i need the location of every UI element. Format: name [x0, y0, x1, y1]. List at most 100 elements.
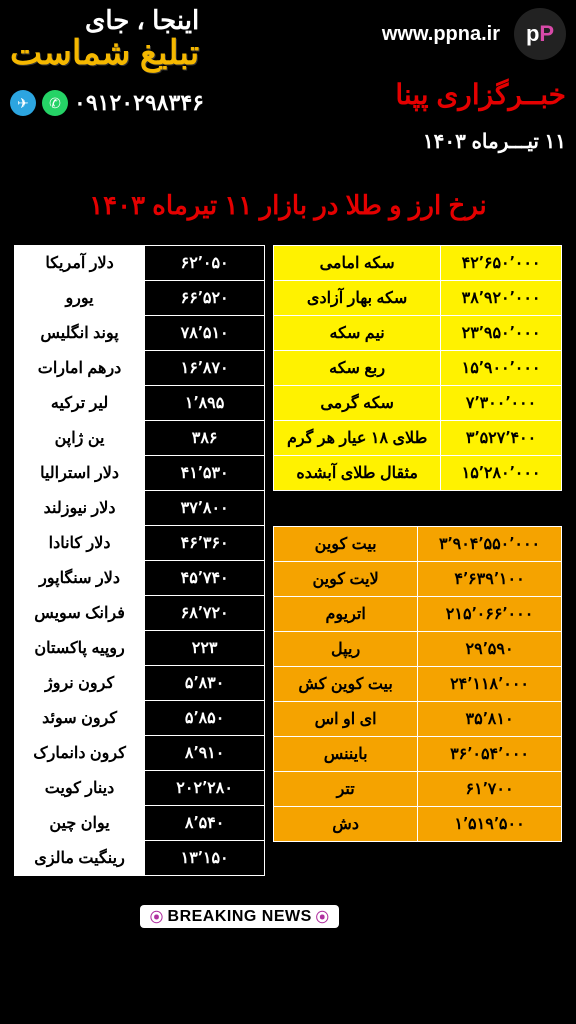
rate-name: بایننس	[274, 737, 418, 772]
table-row: ۳۶٬۰۵۴٬۰۰۰بایننس	[274, 737, 562, 772]
table-row: ۳۷٬۸۰۰دلار نیوزلند	[15, 491, 265, 526]
logo-area: Pp www.ppna.ir	[382, 8, 566, 60]
rate-value: ۳۸۶	[145, 421, 265, 456]
table-row: ۵٬۸۵۰کرون سوئد	[15, 701, 265, 736]
rate-name: اتریوم	[274, 597, 418, 632]
rate-name: درهم امارات	[15, 351, 145, 386]
rate-value: ۲۹٬۵۹۰	[418, 632, 562, 667]
rate-value: ۵٬۸۳۰	[145, 666, 265, 701]
table-row: ۳٬۵۲۷٬۴۰۰طلای ۱۸ عیار هر گرم	[274, 421, 562, 456]
rate-name: یوان چین	[15, 806, 145, 841]
rate-value: ۷۸٬۵۱۰	[145, 316, 265, 351]
rate-value: ۶۲٬۰۵۰	[145, 246, 265, 281]
rate-name: سکه امامی	[274, 246, 441, 281]
ad-slogan: اینجا ، جای تبلیغ شماست	[10, 6, 199, 72]
table-row: ۱٬۸۹۵لیر ترکیه	[15, 386, 265, 421]
rate-value: ۳۷٬۸۰۰	[145, 491, 265, 526]
ad-line1: اینجا ، جای	[10, 6, 199, 35]
rate-name: پوند انگلیس	[15, 316, 145, 351]
rate-value: ۲۰۲٬۲۸۰	[145, 771, 265, 806]
breaking-news-badge: ⦿ BREAKING NEWS ⦿	[140, 905, 339, 928]
rate-value: ۱٬۵۱۹٬۵۰۰	[418, 807, 562, 842]
rate-value: ۳۶٬۰۵۴٬۰۰۰	[418, 737, 562, 772]
table-row: ۸٬۵۴۰یوان چین	[15, 806, 265, 841]
table-row: ۶۸٬۷۲۰فرانک سویس	[15, 596, 265, 631]
table-row: ۳۵٬۸۱۰ای او اس	[274, 702, 562, 737]
rate-value: ۷٬۳۰۰٬۰۰۰	[441, 386, 562, 421]
rate-value: ۳٬۵۲۷٬۴۰۰	[441, 421, 562, 456]
breaking-label: BREAKING NEWS	[168, 908, 312, 926]
rate-value: ۴۶٬۳۶۰	[145, 526, 265, 561]
rate-name: دلار کانادا	[15, 526, 145, 561]
table-row: ۲۹٬۵۹۰ریپل	[274, 632, 562, 667]
rate-name: تتر	[274, 772, 418, 807]
rate-name: دلار نیوزلند	[15, 491, 145, 526]
table-row: ۷۸٬۵۱۰پوند انگلیس	[15, 316, 265, 351]
table-row: ۶۶٬۵۲۰یورو	[15, 281, 265, 316]
rate-name: ریپل	[274, 632, 418, 667]
rate-name: دلار سنگاپور	[15, 561, 145, 596]
rate-name: ای او اس	[274, 702, 418, 737]
table-row: ۱۶٬۸۷۰درهم امارات	[15, 351, 265, 386]
rate-name: لایت کوین	[274, 562, 418, 597]
table-row: ۲۴٬۱۱۸٬۰۰۰بیت کوین کش	[274, 667, 562, 702]
rate-value: ۲۱۵٬۰۶۶٬۰۰۰	[418, 597, 562, 632]
table-row: ۶۲٬۰۵۰دلار آمریکا	[15, 246, 265, 281]
rate-name: بیت کوین کش	[274, 667, 418, 702]
table-row: ۲۰۲٬۲۸۰دینار کویت	[15, 771, 265, 806]
table-row: ۱۳٬۱۵۰رینگیت مالزی	[15, 841, 265, 876]
rate-value: ۵٬۸۵۰	[145, 701, 265, 736]
rate-name: دلار استرالیا	[15, 456, 145, 491]
table-row: ۸٬۹۱۰کرون دانمارک	[15, 736, 265, 771]
rate-value: ۶۱٬۷۰۰	[418, 772, 562, 807]
rate-name: دینار کویت	[15, 771, 145, 806]
table-row: ۲۳٬۹۵۰٬۰۰۰نیم سکه	[274, 316, 562, 351]
table-row: ۳۸۶ین ژاپن	[15, 421, 265, 456]
table-row: ۴۲٬۶۵۰٬۰۰۰سکه امامی	[274, 246, 562, 281]
rate-name: دش	[274, 807, 418, 842]
table-row: ۴۵٬۷۴۰دلار سنگاپور	[15, 561, 265, 596]
rate-value: ۱۵٬۹۰۰٬۰۰۰	[441, 351, 562, 386]
rate-value: ۶۸٬۷۲۰	[145, 596, 265, 631]
rate-name: رینگیت مالزی	[15, 841, 145, 876]
rate-value: ۱۳٬۱۵۰	[145, 841, 265, 876]
rate-name: سکه بهار آزادی	[274, 281, 441, 316]
table-row: ۵٬۸۳۰کرون نروژ	[15, 666, 265, 701]
gold-table: ۴۲٬۶۵۰٬۰۰۰سکه امامی۳۸٬۹۲۰٬۰۰۰سکه بهار آز…	[273, 245, 562, 491]
ad-line2: تبلیغ شماست	[10, 35, 199, 72]
rate-value: ۸٬۹۱۰	[145, 736, 265, 771]
breaking-logo-icon: ⦿	[316, 907, 330, 926]
rate-value: ۱۶٬۸۷۰	[145, 351, 265, 386]
rate-name: کرون دانمارک	[15, 736, 145, 771]
rate-name: فرانک سویس	[15, 596, 145, 631]
rate-value: ۴۵٬۷۴۰	[145, 561, 265, 596]
rate-value: ۲۳٬۹۵۰٬۰۰۰	[441, 316, 562, 351]
table-row: ۳٬۹۰۴٬۵۵۰٬۰۰۰بیت کوین	[274, 527, 562, 562]
rate-value: ۶۶٬۵۲۰	[145, 281, 265, 316]
table-row: ۷٬۳۰۰٬۰۰۰سکه گرمی	[274, 386, 562, 421]
table-row: ۱۵٬۹۰۰٬۰۰۰ربع سکه	[274, 351, 562, 386]
rate-name: دلار آمریکا	[15, 246, 145, 281]
page-title: نرخ ارز و طلا در بازار ۱۱ تیرماه ۱۴۰۳	[0, 160, 576, 245]
crypto-table: ۳٬۹۰۴٬۵۵۰٬۰۰۰بیت کوین۴٬۶۳۹٬۱۰۰لایت کوین۲…	[273, 526, 562, 842]
table-row: ۲۱۵٬۰۶۶٬۰۰۰اتریوم	[274, 597, 562, 632]
rate-value: ۲۲۳	[145, 631, 265, 666]
rate-name: سکه گرمی	[274, 386, 441, 421]
rate-value: ۴٬۶۳۹٬۱۰۰	[418, 562, 562, 597]
rate-name: لیر ترکیه	[15, 386, 145, 421]
website-url: www.ppna.ir	[382, 23, 500, 46]
table-row: ۴۶٬۳۶۰دلار کانادا	[15, 526, 265, 561]
rate-value: ۳۵٬۸۱۰	[418, 702, 562, 737]
rate-value: ۴۱٬۵۳۰	[145, 456, 265, 491]
rate-name: نیم سکه	[274, 316, 441, 351]
table-row: ۳۸٬۹۲۰٬۰۰۰سکه بهار آزادی	[274, 281, 562, 316]
rate-name: بیت کوین	[274, 527, 418, 562]
rate-value: ۱٬۸۹۵	[145, 386, 265, 421]
rate-value: ۸٬۵۴۰	[145, 806, 265, 841]
date-label: ۱۱ تیـــرماه ۱۴۰۳	[423, 129, 566, 154]
table-row: ۲۲۳روپیه پاکستان	[15, 631, 265, 666]
rate-value: ۳٬۹۰۴٬۵۵۰٬۰۰۰	[418, 527, 562, 562]
rate-name: مثقال طلای آبشده	[274, 456, 441, 491]
rate-name: طلای ۱۸ عیار هر گرم	[274, 421, 441, 456]
phone-number: ۰۹۱۲۰۲۹۸۳۴۶	[74, 90, 204, 116]
